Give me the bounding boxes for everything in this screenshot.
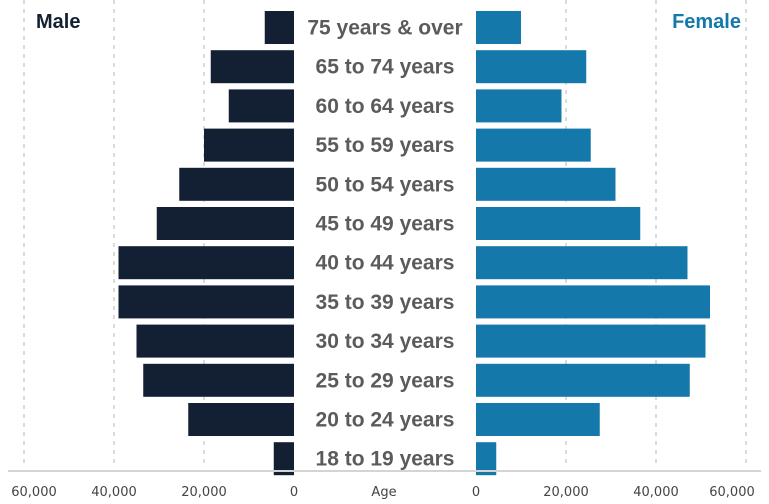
x-tick-labels: 60,000 40,000 20,000 0 0 20,000 40,000 60,000 — [11, 485, 755, 500]
age-label-25-to-29-years: 25 to 29 years — [316, 369, 455, 392]
bar-female-35-to-39-years — [476, 285, 710, 319]
bar-male-65-to-74-years — [210, 50, 294, 84]
bar-female-25-to-29-years — [476, 363, 690, 397]
age-label-55-to-59-years: 55 to 59 years — [316, 134, 455, 157]
tick-label-male-60000: 60,000 — [11, 485, 57, 500]
age-label-45-to-49-years: 45 to 49 years — [316, 213, 455, 236]
bar-male-30-to-34-years — [136, 324, 294, 358]
age-label-60-to-64-years: 60 to 64 years — [316, 95, 455, 118]
bar-male-35-to-39-years — [118, 285, 294, 319]
bar-male-45-to-49-years — [156, 207, 294, 240]
age-label-18-to-19-years: 18 to 19 years — [316, 448, 455, 471]
bar-male-18-to-19-years — [273, 442, 294, 476]
tick-label-female-40000: 40,000 — [633, 485, 679, 500]
legend-female: Female — [672, 11, 741, 33]
legend-male: Male — [36, 11, 80, 33]
age-label-75-years-over: 75 years & over — [307, 17, 462, 40]
bars — [118, 11, 710, 476]
bar-female-65-to-74-years — [476, 50, 587, 84]
bar-female-18-to-19-years — [476, 442, 497, 476]
tick-label-female-0: 0 — [472, 485, 480, 500]
bar-female-55-to-59-years — [476, 128, 591, 162]
bar-male-25-to-29-years — [143, 363, 294, 397]
age-label-30-to-34-years: 30 to 34 years — [316, 330, 455, 353]
bar-female-30-to-34-years — [476, 324, 706, 358]
bar-female-60-to-64-years — [476, 89, 562, 123]
bar-female-20-to-24-years — [476, 403, 600, 436]
age-labels: 75 years & over 65 to 74 years 60 to 64 ye… — [307, 17, 462, 471]
tick-label-male-20000: 20,000 — [181, 485, 227, 500]
age-label-50-to-54-years: 50 to 54 years — [316, 173, 455, 196]
bar-female-50-to-54-years — [476, 167, 616, 201]
bar-male-55-to-59-years — [204, 128, 294, 162]
tick-label-male-40000: 40,000 — [91, 485, 137, 500]
bar-male-50-to-54-years — [179, 167, 294, 201]
bar-female-75-years-over — [476, 11, 521, 44]
bar-female-40-to-44-years — [476, 246, 688, 280]
axis-label-age: Age — [371, 485, 396, 500]
tick-label-female-20000: 20,000 — [543, 485, 589, 500]
bar-male-40-to-44-years — [118, 246, 294, 280]
bar-male-75-years-over — [264, 11, 294, 44]
age-label-65-to-74-years: 65 to 74 years — [316, 56, 455, 79]
bar-male-20-to-24-years — [188, 403, 294, 436]
tick-label-female-60000: 60,000 — [709, 485, 755, 500]
age-label-35-to-39-years: 35 to 39 years — [316, 291, 455, 314]
bar-male-60-to-64-years — [228, 89, 294, 123]
tick-label-male-0: 0 — [290, 485, 298, 500]
bar-female-45-to-49-years — [476, 207, 641, 240]
age-label-40-to-44-years: 40 to 44 years — [316, 252, 455, 275]
age-label-20-to-24-years: 20 to 24 years — [316, 409, 455, 432]
